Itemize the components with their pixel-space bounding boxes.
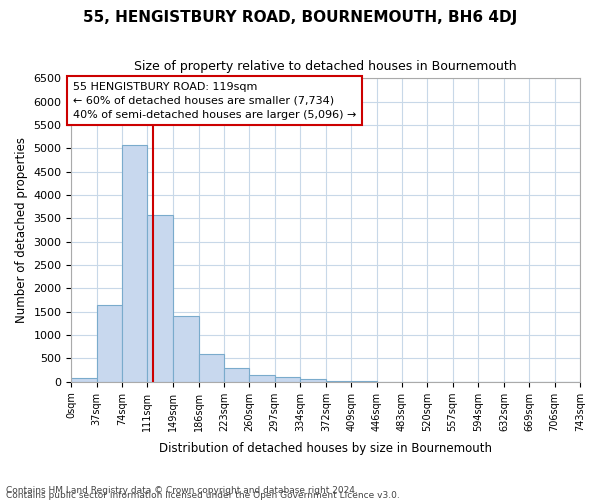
Bar [122,145,148,382]
Bar [71,378,97,382]
Text: Contains HM Land Registry data © Crown copyright and database right 2024.: Contains HM Land Registry data © Crown c… [6,486,358,495]
Bar [148,215,173,382]
Text: 55, HENGISTBURY ROAD, BOURNEMOUTH, BH6 4DJ: 55, HENGISTBURY ROAD, BOURNEMOUTH, BH6 4… [83,10,517,25]
Bar [275,377,300,382]
Bar [199,354,224,382]
Bar [173,316,199,382]
Bar [250,374,275,382]
X-axis label: Distribution of detached houses by size in Bournemouth: Distribution of detached houses by size … [159,442,492,455]
Y-axis label: Number of detached properties: Number of detached properties [15,137,28,323]
Text: 55 HENGISTBURY ROAD: 119sqm
← 60% of detached houses are smaller (7,734)
40% of : 55 HENGISTBURY ROAD: 119sqm ← 60% of det… [73,82,356,120]
Title: Size of property relative to detached houses in Bournemouth: Size of property relative to detached ho… [134,60,517,73]
Bar [97,304,122,382]
Text: Contains public sector information licensed under the Open Government Licence v3: Contains public sector information licen… [6,491,400,500]
Bar [224,368,250,382]
Bar [326,381,352,382]
Bar [300,380,326,382]
